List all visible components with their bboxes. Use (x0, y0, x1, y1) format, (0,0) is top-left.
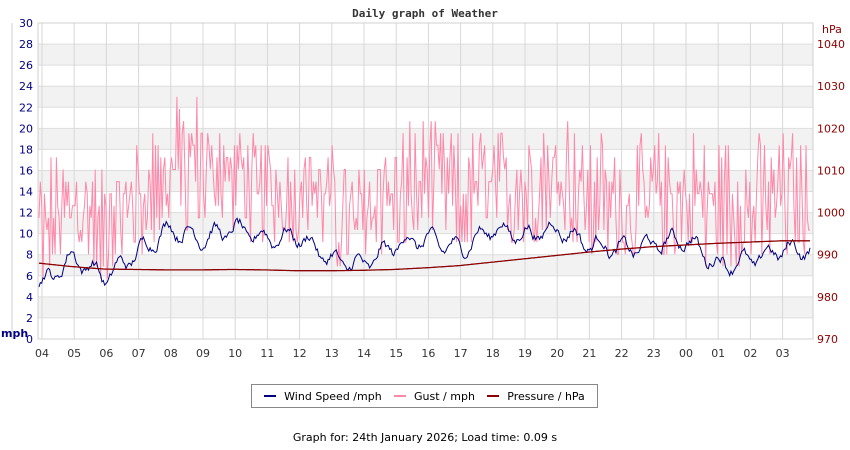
right-tick-label: 970 (817, 333, 838, 346)
left-tick-label: 10 (19, 228, 33, 241)
left-tick-label: 14 (19, 186, 33, 199)
x-tick-label: 18 (486, 347, 500, 360)
right-tick-label: 990 (817, 249, 838, 262)
pressure-series-line (38, 240, 810, 272)
x-tick-label: 13 (325, 347, 339, 360)
left-tick-label: 20 (19, 122, 33, 135)
left-tick-label: 8 (26, 249, 33, 262)
right-tick-label: 980 (817, 291, 838, 304)
x-tick-label: 06 (99, 347, 113, 360)
x-tick-label: 20 (550, 347, 564, 360)
right-tick-label: 1040 (817, 38, 845, 51)
gust-polyline (38, 96, 810, 279)
legend-item-gust: Gust / mph (394, 390, 475, 403)
pressure-polyline (38, 240, 810, 272)
x-tick-label: 17 (454, 347, 468, 360)
x-tick-label: 05 (67, 347, 81, 360)
legend-label: Pressure / hPa (507, 389, 585, 403)
left-tick-label: 2 (26, 312, 33, 325)
x-tick-label: 09 (196, 347, 210, 360)
legend-item-pressure: Pressure / hPa (487, 390, 585, 403)
gust-series-line (38, 96, 810, 279)
x-tick-label: 22 (615, 347, 629, 360)
gust-swatch-icon (394, 395, 407, 397)
x-tick-label: 07 (132, 347, 146, 360)
right-tick-label: 1010 (817, 164, 845, 177)
x-tick-label: 16 (421, 347, 435, 360)
x-tick-label: 11 (260, 347, 274, 360)
wind-speed-swatch-icon (264, 395, 277, 397)
right-axis-unit: hPa (822, 23, 842, 36)
left-tick-label: 12 (19, 207, 33, 220)
x-tick-label: 08 (164, 347, 178, 360)
left-tick-label: 24 (19, 80, 33, 93)
left-tick-label: 4 (26, 291, 33, 304)
x-tick-label: 03 (776, 347, 790, 360)
x-tick-label: 14 (357, 347, 371, 360)
legend-item-wind-speed: Wind Speed /mph (264, 390, 382, 403)
background-band (38, 296, 813, 318)
left-tick-label: 30 (19, 17, 33, 30)
x-tick-label: 12 (293, 347, 307, 360)
graph-footer-status: Graph for: 24th January 2026; Load time:… (292, 431, 558, 444)
x-tick-label: 19 (518, 347, 532, 360)
x-axis-ticks: 04 05 06 07 08 09 10 11 12 13 14 15 16 17 18 19 20 21 22 23… (35, 347, 790, 360)
legend-label: Gust / mph (414, 389, 475, 403)
left-axis-unit: mph (1, 327, 28, 340)
left-tick-label: 6 (26, 270, 33, 283)
wind-speed-series-line (38, 217, 811, 288)
background-band (38, 254, 813, 276)
chart-legend: Wind Speed /mph Gust / mph Pressure / hP… (251, 384, 598, 408)
right-tick-label: 1020 (817, 122, 845, 135)
x-tick-label: 00 (679, 347, 693, 360)
left-tick-label: 16 (19, 164, 33, 177)
right-tick-label: 1000 (817, 207, 845, 220)
left-tick-label: 28 (19, 38, 33, 51)
left-tick-label: 26 (19, 59, 33, 72)
wind-polyline (38, 217, 811, 288)
left-tick-label: 22 (19, 101, 33, 114)
x-tick-label: 04 (35, 347, 49, 360)
background-band (38, 128, 813, 150)
pressure-swatch-icon (487, 395, 500, 397)
right-tick-label: 1030 (817, 80, 845, 93)
x-tick-label: 15 (389, 347, 403, 360)
plot-area-border (37, 22, 814, 340)
left-tick-label: 18 (19, 143, 33, 156)
right-axis-ticks: 970 980 990 1000 1010 1020 1030 1040 (817, 38, 845, 346)
x-tick-label: 10 (228, 347, 242, 360)
chart-title: Daily graph of Weather (352, 7, 498, 20)
x-tick-label: 23 (647, 347, 661, 360)
x-tick-label: 02 (743, 347, 757, 360)
background-band (38, 44, 813, 66)
left-tick-label: 0 (26, 333, 33, 346)
legend-label: Wind Speed /mph (284, 389, 382, 403)
x-tick-label: 01 (711, 347, 725, 360)
x-tick-label: 21 (582, 347, 596, 360)
background-band (38, 86, 813, 108)
